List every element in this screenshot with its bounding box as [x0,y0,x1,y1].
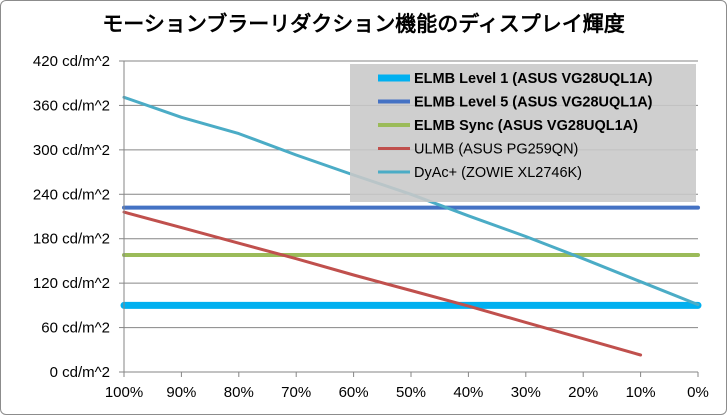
y-tick-label: 300 cd/m^2 [33,142,110,159]
y-tick-label: 180 cd/m^2 [33,231,110,248]
x-tick-label: 60% [339,384,369,401]
legend-label: ELMB Level 5 (ASUS VG28UQL1A) [414,95,653,111]
x-tick-label: 10% [626,384,656,401]
x-tick-label: 20% [568,384,598,401]
y-tick-label: 0 cd/m^2 [50,364,110,381]
y-tick-label: 240 cd/m^2 [33,186,110,203]
legend-label: ULMB (ASUS PG259QN) [414,142,578,158]
x-tick-label: 80% [224,384,254,401]
series-line-4 [122,210,643,357]
legend-box [350,64,696,202]
legend-label: ELMB Level 1 (ASUS VG28UQL1A) [414,71,653,87]
y-tick-label: 120 cd/m^2 [33,275,110,292]
x-tick-label: 90% [166,384,196,401]
x-tick-label: 30% [511,384,541,401]
y-tick-label: 360 cd/m^2 [33,97,110,114]
x-tick-label: 40% [453,384,483,401]
x-tick-label: 100% [105,384,143,401]
legend-label: ELMB Sync (ASUS VG28UQL1A) [414,118,638,134]
y-tick-label: 420 cd/m^2 [33,53,110,70]
chart-title: モーションブラーリダクション機能のディスプレイ輝度 [102,12,625,36]
x-tick-label: 50% [396,384,426,401]
y-tick-label: 60 cd/m^2 [41,320,110,337]
x-tick-label: 70% [281,384,311,401]
legend-label: DyAc+ (ZOWIE XL2746K) [414,165,582,181]
x-tick-label: 0% [687,384,709,401]
